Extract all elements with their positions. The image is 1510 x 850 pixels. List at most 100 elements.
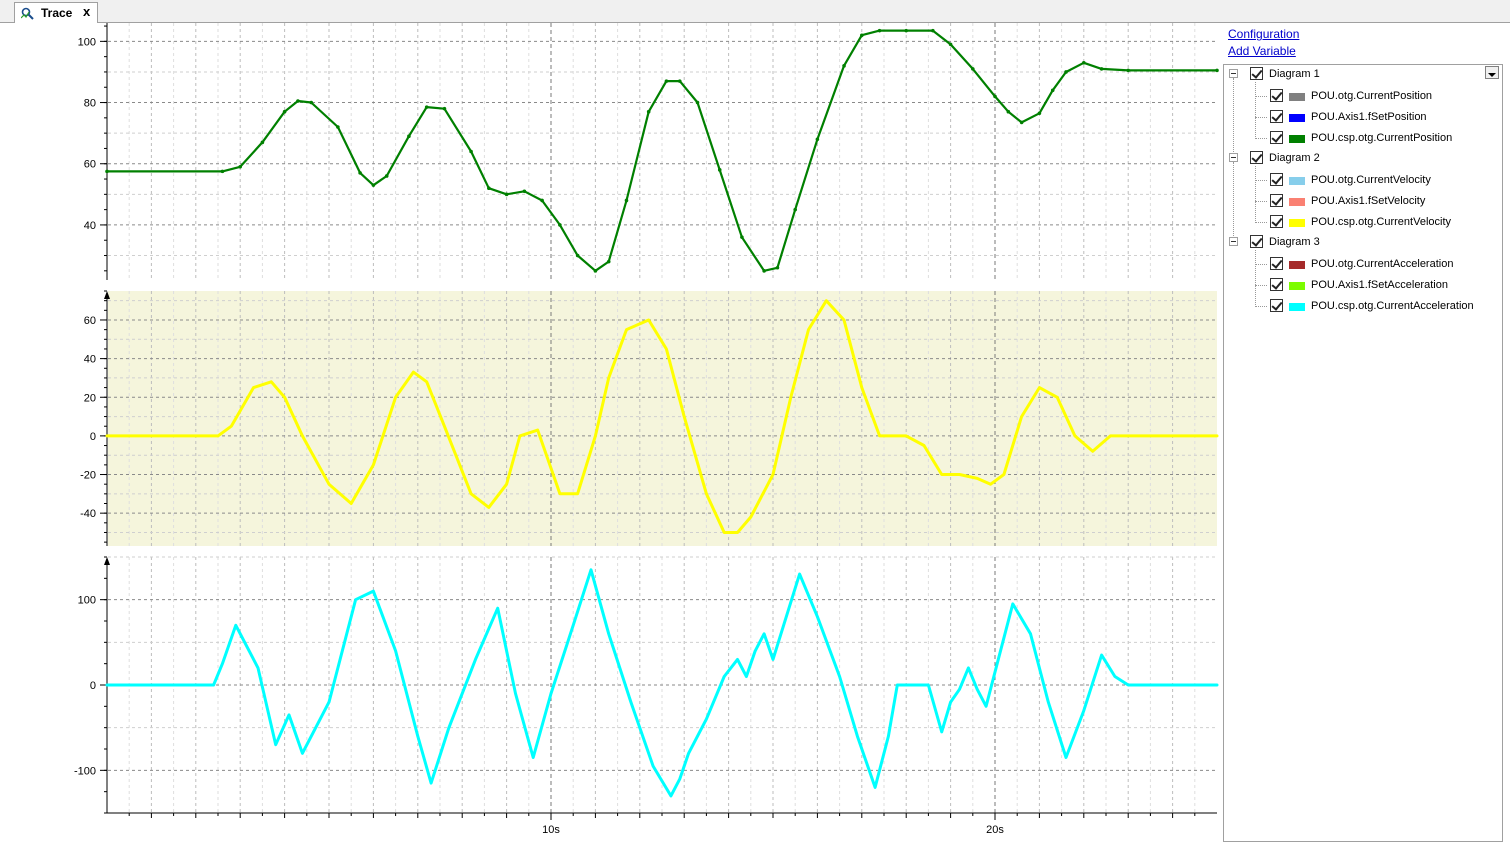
variable-color-swatch (1289, 198, 1305, 206)
series-point (593, 269, 598, 273)
configuration-link[interactable]: Configuration (1228, 27, 1300, 41)
diagram-2-y-tick-label: 0 (90, 431, 96, 443)
trace-charts[interactable]: 40 60 80 100 -40 -20 0 20 40 60 -100 0 100 10s 20s (0, 23, 1220, 845)
diagram-2-y-tick-label: 40 (84, 354, 96, 366)
series-point (558, 223, 562, 227)
series-point (424, 105, 429, 109)
series-point (624, 198, 629, 203)
tree-diagram-1[interactable]: Diagram 1 (1224, 65, 1484, 86)
series-point (442, 106, 447, 111)
variable-checkbox[interactable] (1270, 278, 1283, 291)
tree-variable[interactable]: POU.otg.CurrentAcceleration (1224, 254, 1500, 275)
series-point (948, 42, 953, 47)
diagram-checkbox[interactable] (1250, 151, 1263, 164)
series-point (469, 149, 473, 154)
variable-checkbox[interactable] (1270, 110, 1283, 123)
tree-branch-line (1255, 180, 1267, 181)
tree-branch-line (1255, 96, 1267, 97)
diagram-3-y-tick-label: -100 (74, 765, 96, 777)
variable-checkbox[interactable] (1270, 131, 1283, 144)
trace-tab[interactable]: Trace x (14, 2, 98, 23)
series-point (860, 33, 864, 38)
series-point (931, 28, 935, 33)
variable-panel: Configuration Add Variable Diagram 1 POU.… (1220, 23, 1510, 845)
variable-checkbox[interactable] (1270, 89, 1283, 102)
variable-checkbox[interactable] (1270, 257, 1283, 270)
series-point (282, 109, 287, 114)
tree-vertical-line (1255, 82, 1256, 139)
tree-variable[interactable]: POU.Axis1.fSetPosition (1224, 107, 1500, 128)
tree-branch-line (1255, 117, 1267, 118)
diagram-1-y-tick-label: 40 (84, 220, 96, 232)
series-point (105, 169, 109, 174)
add-variable-link[interactable]: Add Variable (1228, 44, 1296, 58)
tree-variable[interactable]: POU.otg.CurrentPosition (1224, 86, 1500, 107)
tree-variable[interactable]: POU.csp.otg.CurrentVelocity (1224, 212, 1500, 233)
diagram-label: Diagram 3 (1269, 236, 1320, 248)
series-point (1019, 120, 1024, 125)
variable-label: POU.Axis1.fSetAcceleration (1311, 279, 1448, 291)
tree-root-line (1233, 162, 1234, 246)
series-point (487, 186, 491, 191)
variable-color-swatch (1289, 261, 1305, 269)
series-point (504, 192, 509, 197)
dropdown-icon[interactable] (1485, 66, 1499, 79)
variable-color-swatch (1289, 303, 1305, 311)
tree-branch-line (1255, 201, 1267, 202)
series-point (717, 168, 722, 172)
series-point (522, 189, 527, 194)
collapse-icon[interactable] (1229, 153, 1238, 162)
diagram-3-y-tick-label: 100 (78, 595, 96, 607)
variable-tree[interactable]: Diagram 1 POU.otg.CurrentPosition POU.Axis… (1223, 64, 1503, 842)
tree-variable[interactable]: POU.csp.otg.CurrentAcceleration (1224, 296, 1500, 317)
series-point (877, 28, 882, 33)
series-point (815, 137, 820, 142)
close-icon[interactable]: x (83, 4, 91, 19)
diagram-checkbox[interactable] (1250, 67, 1263, 80)
series-point (1215, 68, 1219, 73)
tree-vertical-line (1255, 250, 1256, 307)
series-point (695, 100, 700, 105)
diagram-checkbox[interactable] (1250, 235, 1263, 248)
variable-checkbox[interactable] (1270, 299, 1283, 312)
series-line-pou-csp-otg-currentacceleration (105, 568, 1219, 798)
variable-color-swatch (1289, 219, 1305, 227)
trace-icon (21, 7, 34, 20)
variable-label: POU.csp.otg.CurrentPosition (1311, 132, 1453, 144)
variable-color-swatch (1289, 282, 1305, 290)
series-point (1099, 67, 1104, 71)
tree-variable[interactable]: POU.otg.CurrentVelocity (1224, 170, 1500, 191)
tree-diagram-3[interactable]: Diagram 3 (1224, 233, 1484, 254)
series-point (1050, 88, 1055, 93)
variable-checkbox[interactable] (1270, 194, 1283, 207)
tree-root-line (1233, 78, 1234, 162)
series-point (371, 183, 376, 187)
series-point (296, 99, 300, 103)
series-point (677, 79, 682, 83)
tab-bar: Trace x (0, 0, 1510, 23)
collapse-icon[interactable] (1229, 237, 1238, 246)
series-point (793, 207, 797, 212)
series-point (407, 134, 411, 139)
tree-branch-line (1255, 306, 1267, 307)
variable-color-swatch (1289, 93, 1305, 101)
tree-variable[interactable]: POU.Axis1.fSetVelocity (1224, 191, 1500, 212)
series-point (762, 269, 766, 273)
tree-vertical-line (1255, 166, 1256, 223)
series-point (1037, 111, 1042, 116)
tree-branch-line (1255, 222, 1267, 223)
tree-diagram-2[interactable]: Diagram 2 (1224, 149, 1484, 170)
collapse-icon[interactable] (1229, 69, 1238, 78)
x-tick-label: 20s (986, 824, 1004, 836)
variable-checkbox[interactable] (1270, 215, 1283, 228)
variable-label: POU.Axis1.fSetVelocity (1311, 195, 1426, 207)
variable-checkbox[interactable] (1270, 173, 1283, 186)
series-point (904, 28, 908, 33)
tree-variable[interactable]: POU.csp.otg.CurrentPosition (1224, 128, 1500, 149)
series-point (220, 169, 225, 174)
series-point (358, 171, 362, 175)
tree-variable[interactable]: POU.Axis1.fSetAcceleration (1224, 275, 1500, 296)
variable-color-swatch (1289, 135, 1305, 143)
trace-chart-area[interactable]: 40 60 80 100 -40 -20 0 20 40 60 -100 0 100 10s 20s (0, 23, 1220, 845)
series-point (238, 164, 242, 169)
